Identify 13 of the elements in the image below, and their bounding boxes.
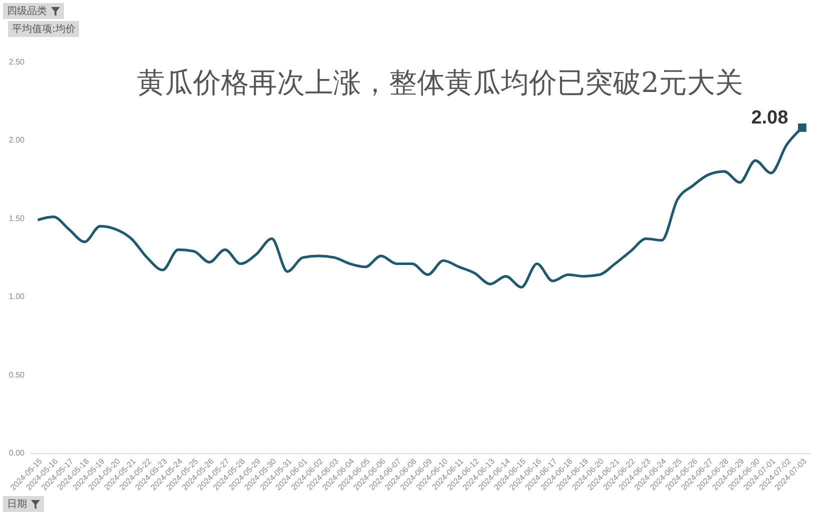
field-button: 平均值项:均价 xyxy=(8,21,80,37)
y-tick-label: 0.00 xyxy=(8,448,26,458)
y-axis-title: 平均值项:均价 xyxy=(12,23,76,36)
data-label: 2.08 xyxy=(751,108,788,129)
y-tick-label: 2.00 xyxy=(8,136,26,145)
filter-button: 四级品类 xyxy=(3,3,64,19)
y-tick-label: 1.50 xyxy=(8,214,26,223)
chart-title: 黄瓜价格再次上涨，整体黄瓜均价已突破2元大关 xyxy=(137,66,743,99)
y-tick-label: 0.50 xyxy=(8,370,26,380)
x-axis-title: 日期 xyxy=(7,498,27,511)
y-tick-label: 1.00 xyxy=(8,292,26,302)
filter-button: 日期 xyxy=(3,496,44,512)
y-tick-label: 2.50 xyxy=(8,58,26,66)
